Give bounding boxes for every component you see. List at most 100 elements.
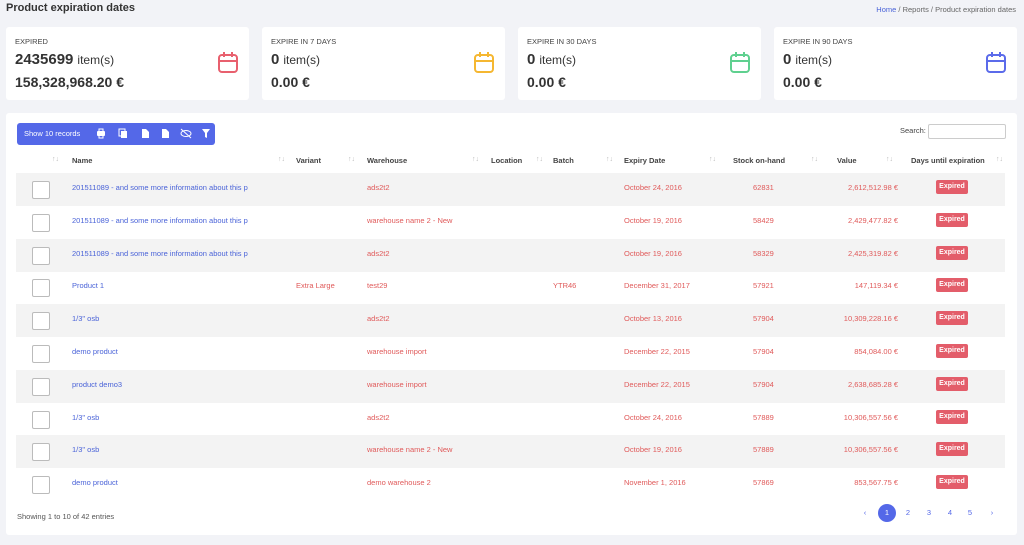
cell-warehouse: test29: [367, 281, 388, 291]
cell-value: 10,306,557.56 €: [843, 445, 898, 455]
column-header[interactable]: Name: [72, 156, 93, 165]
cell-warehouse: demo warehouse 2: [367, 478, 431, 488]
count-value: 2435699: [15, 51, 74, 68]
product-link[interactable]: 1/3" osb: [72, 445, 100, 455]
status-badge: Expired: [936, 245, 968, 260]
row-checkbox[interactable]: [32, 476, 50, 495]
card-amount: 158,328,968.20 €: [15, 74, 124, 90]
search-input[interactable]: [928, 124, 1006, 139]
show-records-button[interactable]: Show 10 records: [24, 129, 81, 138]
product-link[interactable]: 201511089 - and some more information ab…: [72, 215, 248, 225]
cell-stock: 57904: [753, 347, 774, 356]
page-button[interactable]: 2: [905, 508, 911, 517]
row-checkbox[interactable]: [32, 213, 50, 232]
page-button[interactable]: ›: [990, 508, 994, 517]
breadcrumb-link[interactable]: Home: [876, 5, 897, 14]
page-button[interactable]: 3: [926, 508, 932, 517]
print-icon[interactable]: [96, 128, 106, 139]
column-header[interactable]: Variant: [296, 156, 322, 165]
calendar-icon: [730, 52, 750, 73]
page-button[interactable]: 4: [947, 508, 953, 517]
row-checkbox[interactable]: [32, 410, 50, 429]
cell-value: 2,638,685.28 €: [847, 379, 898, 389]
hide-icon[interactable]: [180, 128, 192, 139]
sort-icon[interactable]: ↑↓: [886, 156, 893, 163]
cell-variant: Extra Large: [296, 281, 335, 291]
sort-icon[interactable]: ↑↓: [996, 156, 1003, 163]
page-button[interactable]: 5: [967, 508, 973, 517]
summary-card: EXPIRE IN 90 DAYS 0 item(s) 0.00 €: [774, 27, 1017, 100]
status-badge: Expired: [936, 344, 968, 358]
cell-value: 2,425,319.82 €: [847, 248, 898, 258]
column-header[interactable]: Location: [491, 156, 523, 165]
column-header[interactable]: Value: [837, 156, 857, 165]
cell-value: 147,119.34 €: [854, 281, 898, 291]
product-link[interactable]: 201511089 - and some more information ab…: [72, 248, 248, 258]
row-checkbox[interactable]: [32, 345, 50, 363]
product-link[interactable]: Product 1: [72, 281, 105, 291]
count-unit: item(s): [539, 53, 577, 67]
toolbar[interactable]: Show 10 records: [17, 123, 215, 145]
product-link[interactable]: demo product: [72, 478, 118, 488]
sort-icon[interactable]: ↑↓: [472, 156, 479, 163]
product-link[interactable]: demo product: [72, 347, 118, 356]
table-row: 1/3" osb ads2t2 October 13, 2016 57904 10,30…: [16, 304, 1005, 338]
cell-warehouse: warehouse import: [367, 379, 427, 389]
summary-card: EXPIRED 2435699 item(s) 158,328,968.20 €: [6, 27, 249, 100]
product-link[interactable]: 1/3" osb: [72, 412, 100, 422]
column-header[interactable]: Warehouse: [367, 156, 408, 165]
column-header[interactable]: Days until expiration: [911, 156, 985, 165]
calendar-icon: [218, 52, 238, 73]
cell-stock: 57869: [753, 478, 774, 488]
card-count: 0 item(s): [271, 51, 320, 68]
card-count: 0 item(s): [783, 51, 832, 68]
product-link[interactable]: 201511089 - and some more information ab…: [72, 183, 248, 192]
summary-card: EXPIRE IN 30 DAYS 0 item(s) 0.00 €: [518, 27, 761, 100]
cell-warehouse: ads2t2: [367, 248, 390, 258]
row-checkbox[interactable]: [32, 181, 50, 199]
cell-value: 2,429,477.82 €: [847, 215, 898, 225]
sort-icon[interactable]: ↑↓: [52, 156, 59, 163]
csv-icon[interactable]: [140, 128, 150, 139]
sort-icon[interactable]: ↑↓: [811, 156, 818, 163]
table-row: product demo3 warehouse import December 22…: [16, 369, 1005, 403]
card-amount: 0.00 €: [783, 74, 822, 90]
status-badge: Expired: [936, 180, 968, 194]
sort-icon[interactable]: ↑↓: [536, 156, 543, 163]
product-link[interactable]: 1/3" osb: [72, 314, 100, 324]
copy-icon[interactable]: [118, 128, 128, 139]
cell-warehouse: ads2t2: [367, 183, 390, 192]
cell-value: 10,309,228.16 €: [843, 314, 898, 324]
cell-stock: 57889: [753, 412, 774, 422]
table-row: 201511089 - and some more information ab…: [16, 206, 1005, 239]
sort-icon[interactable]: ↑↓: [709, 156, 716, 163]
column-header[interactable]: Expiry Date: [624, 156, 666, 165]
sort-icon[interactable]: ↑↓: [278, 156, 285, 163]
card-count: 0 item(s): [527, 51, 576, 68]
pdf-icon[interactable]: [160, 128, 170, 139]
cell-expiry: October 19, 2016: [624, 445, 682, 455]
filter-icon[interactable]: [201, 128, 211, 139]
cell-stock: 58429: [753, 215, 774, 225]
status-badge: Expired: [936, 212, 968, 227]
row-checkbox[interactable]: [32, 377, 50, 396]
cell-warehouse: warehouse name 2 - New: [367, 215, 453, 225]
cell-expiry: December 22, 2015: [624, 347, 690, 356]
table-row: 201511089 - and some more information ab…: [16, 173, 1005, 206]
row-checkbox[interactable]: [32, 246, 50, 265]
page-button[interactable]: ‹: [863, 508, 867, 517]
sort-icon[interactable]: ↑↓: [348, 156, 355, 163]
sort-icon[interactable]: ↑↓: [606, 156, 613, 163]
row-checkbox[interactable]: [32, 443, 50, 462]
table-row: 201511089 - and some more information ab…: [16, 238, 1005, 272]
row-checkbox[interactable]: [32, 279, 50, 298]
column-header[interactable]: Batch: [553, 156, 574, 165]
column-header[interactable]: Stock on-hand: [733, 156, 786, 165]
card-amount: 0.00 €: [527, 74, 566, 90]
product-link[interactable]: product demo3: [72, 379, 123, 389]
count-unit: item(s): [77, 53, 115, 67]
page-button[interactable]: 1: [878, 504, 896, 522]
row-checkbox[interactable]: [32, 312, 50, 331]
count-unit: item(s): [795, 53, 833, 67]
